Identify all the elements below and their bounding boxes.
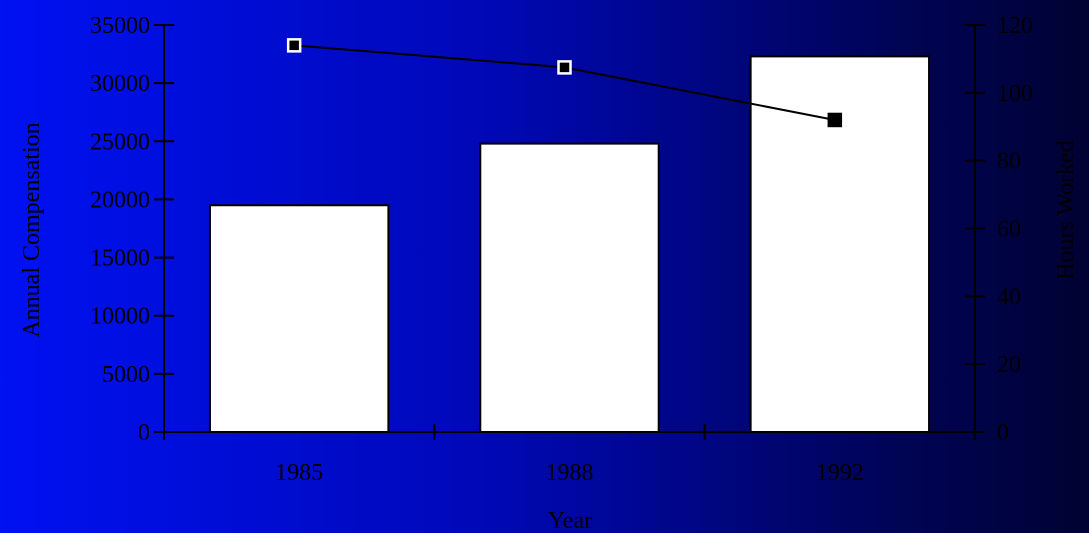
x-axis-title: Year bbox=[548, 508, 592, 533]
x-axis-ticks: 1985 1988 1992 bbox=[163, 424, 976, 486]
x-tick-label: 1988 bbox=[546, 460, 594, 486]
line-point-marker bbox=[286, 38, 302, 53]
y-tick-label: 15000 bbox=[90, 246, 150, 272]
bar-series bbox=[208, 55, 931, 434]
y2-axis-title: Hours Worked bbox=[1053, 140, 1079, 280]
y2-tick-label: 120 bbox=[997, 13, 1033, 39]
y2-tick-label: 0 bbox=[997, 420, 1009, 446]
x-tick-label: 1992 bbox=[816, 460, 864, 486]
hours-line-series bbox=[286, 38, 843, 128]
y-tick-label: 0 bbox=[138, 420, 150, 446]
y2-tick-label: 60 bbox=[997, 217, 1021, 243]
y2-tick-label: 80 bbox=[997, 149, 1021, 175]
line-point-marker bbox=[557, 60, 572, 75]
x-tick-label: 1985 bbox=[275, 460, 323, 486]
right-axis-ticks: 0 20 40 60 80 100 120 bbox=[965, 13, 1033, 446]
y-tick-label: 25000 bbox=[90, 129, 150, 155]
y-tick-label: 30000 bbox=[90, 71, 150, 97]
y-tick-label: 5000 bbox=[102, 362, 150, 388]
y-tick-label: 10000 bbox=[90, 304, 150, 330]
y2-tick-label: 100 bbox=[997, 81, 1033, 107]
bar bbox=[208, 204, 390, 433]
left-axis-ticks: 0 5000 10000 15000 20000 25000 30000 35000 bbox=[90, 13, 174, 446]
bar bbox=[479, 142, 660, 434]
y2-tick-label: 20 bbox=[997, 352, 1021, 378]
y-tick-label: 20000 bbox=[90, 187, 150, 213]
line-point-marker bbox=[827, 112, 843, 128]
y2-tick-label: 40 bbox=[997, 284, 1021, 310]
y-axis-title: Annual Compensation bbox=[19, 122, 45, 337]
y-tick-label: 35000 bbox=[90, 13, 150, 39]
